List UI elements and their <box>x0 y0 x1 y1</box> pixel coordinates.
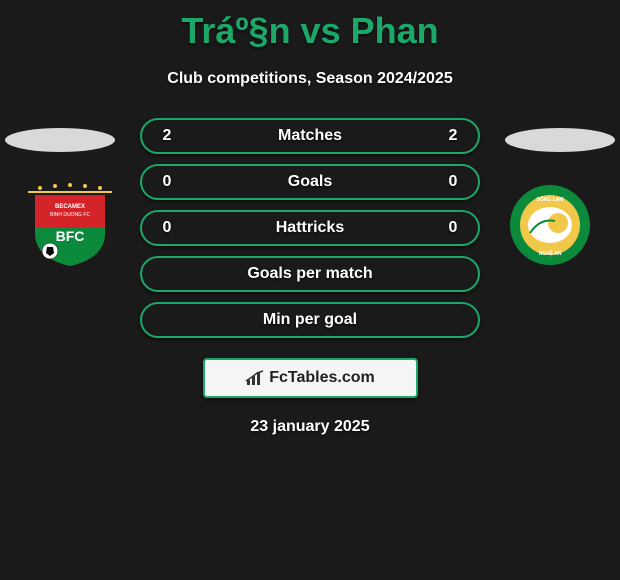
stat-label: Min per goal <box>192 311 428 329</box>
svg-text:SÔNG LAM: SÔNG LAM <box>537 195 564 203</box>
stat-value-left: 0 <box>142 173 192 191</box>
stat-value-left: 2 <box>142 127 192 145</box>
stat-row-min-per-goal: Min per goal <box>140 302 480 338</box>
stat-label: Matches <box>192 127 428 145</box>
page-title: Tráº§n vs Phan <box>0 0 620 52</box>
team-badge-left: BECAMEX BINH DUONG FC BFC <box>20 183 120 268</box>
brand-text: FcTables.com <box>269 369 375 387</box>
stat-value-right: 2 <box>428 127 478 145</box>
stat-row-hattricks: 0 Hattricks 0 <box>140 210 480 246</box>
svg-text:BECAMEX: BECAMEX <box>55 204 85 210</box>
svg-text:NGHỆ AN: NGHỆ AN <box>539 249 562 257</box>
stat-label: Hattricks <box>192 219 428 237</box>
stat-row-goals-per-match: Goals per match <box>140 256 480 292</box>
stat-row-matches: 2 Matches 2 <box>140 118 480 154</box>
shadow-mark-right <box>505 128 615 152</box>
brand-link[interactable]: FcTables.com <box>203 358 418 398</box>
comparison-area: BECAMEX BINH DUONG FC BFC SÔNG LAM NGHỆ … <box>0 118 620 338</box>
stat-label: Goals per match <box>192 265 428 283</box>
stat-value-right: 0 <box>428 219 478 237</box>
svg-text:BINH DUONG FC: BINH DUONG FC <box>50 212 90 218</box>
stat-value-left: 0 <box>142 219 192 237</box>
stat-row-goals: 0 Goals 0 <box>140 164 480 200</box>
svg-text:BFC: BFC <box>56 228 85 244</box>
stat-label: Goals <box>192 173 428 191</box>
chart-icon <box>245 370 265 386</box>
footer-date: 23 january 2025 <box>0 418 620 436</box>
stats-container: 2 Matches 2 0 Goals 0 0 Hattricks 0 Goal… <box>140 118 480 348</box>
page-subtitle: Club competitions, Season 2024/2025 <box>0 70 620 88</box>
shadow-mark-left <box>5 128 115 152</box>
stat-value-right: 0 <box>428 173 478 191</box>
team-badge-right: SÔNG LAM NGHỆ AN <box>500 183 600 268</box>
